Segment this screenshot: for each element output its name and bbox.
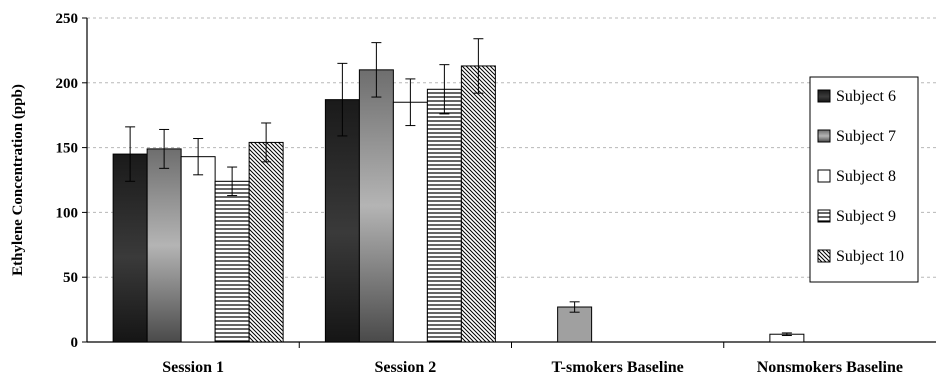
x-tick-label: T-smokers Baseline <box>551 359 683 376</box>
y-tick-label: 0 <box>71 335 79 351</box>
bar <box>181 157 215 342</box>
y-axis-label: Ethylene Concentration (ppb) <box>10 84 26 276</box>
legend-label: Subject 7 <box>836 128 896 145</box>
y-tick-label: 200 <box>56 76 79 92</box>
bar <box>393 102 427 342</box>
bar <box>113 154 147 342</box>
x-tick-label: Session 1 <box>162 359 224 376</box>
y-tick-label: 50 <box>63 270 78 286</box>
legend-item: Subject 9 <box>818 208 896 225</box>
bar <box>249 142 283 342</box>
legend-label: Subject 10 <box>836 248 904 265</box>
bars <box>113 39 804 342</box>
legend-item: Subject 6 <box>818 88 896 105</box>
legend-swatch <box>818 130 830 142</box>
legend-item: Subject 7 <box>818 128 896 145</box>
y-tick-label: 150 <box>56 141 79 157</box>
legend-label: Subject 8 <box>836 168 896 185</box>
legend-swatch <box>818 250 830 262</box>
legend-swatch <box>818 210 830 222</box>
bar <box>359 70 393 342</box>
bar <box>215 181 249 342</box>
legend-label: Subject 6 <box>836 88 896 105</box>
y-tick-label: 100 <box>56 205 79 221</box>
x-tick-label: Session 2 <box>374 359 436 376</box>
bar <box>147 149 181 342</box>
legend: Subject 6 Subject 7 Subject 8 Subject 9 Subj… <box>810 77 918 282</box>
y-tick-label: 250 <box>56 11 79 27</box>
legend-swatch <box>818 90 830 102</box>
legend-label: Subject 9 <box>836 208 896 225</box>
legend-item: Subject 8 <box>818 168 896 185</box>
bar <box>427 89 461 342</box>
x-tick-label: Nonsmokers Baseline <box>757 359 903 376</box>
bar <box>461 66 495 342</box>
legend-swatch <box>818 170 830 182</box>
